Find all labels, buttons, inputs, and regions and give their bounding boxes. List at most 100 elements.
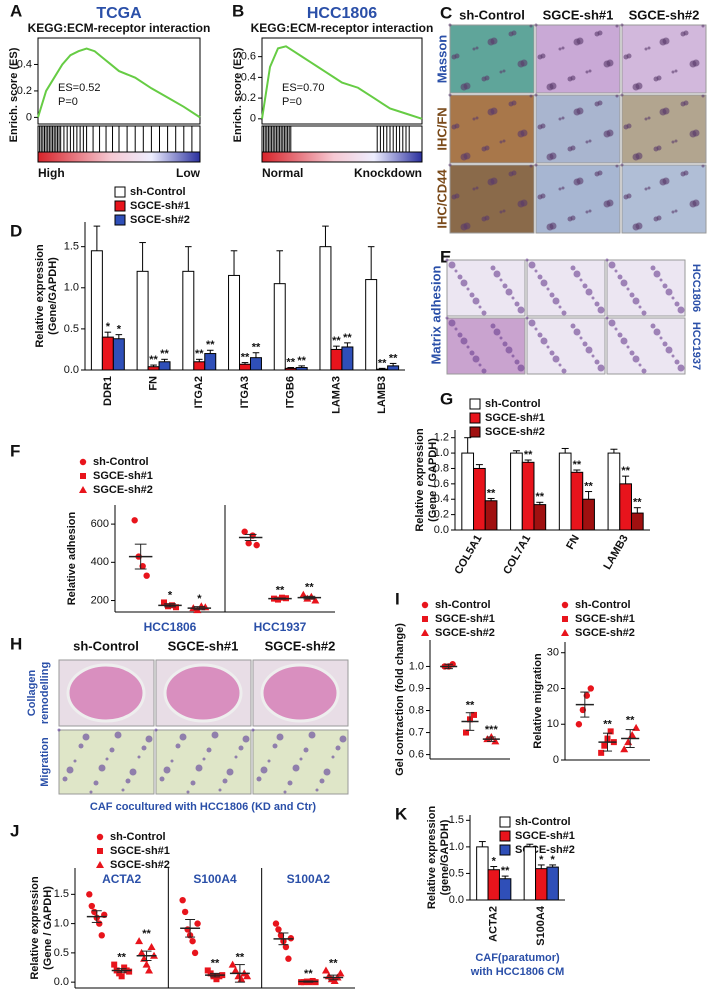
image-detail [287,780,293,786]
image-detail [490,265,496,271]
image-detail [315,788,319,792]
legend-label: sh-Control [130,186,186,198]
image-detail [186,790,190,794]
image-detail [701,94,705,98]
data-point [330,976,339,984]
bar [582,498,595,531]
image-detail [662,341,668,347]
caption: with HCC1806 CM [470,966,565,978]
y-tick-label: 10 [547,718,559,730]
y-tick-label: 0.9 [409,682,424,694]
y-tick-label: 0.0 [54,976,69,988]
image-detail [570,323,576,329]
y-tick-label: 0 [250,113,256,125]
image-detail [125,778,131,784]
significance: ** [305,582,314,594]
data-point [86,891,93,898]
image-detail [579,336,583,340]
image-detail [445,316,449,320]
image-detail [141,745,147,751]
image-detail [105,757,109,761]
bar [341,346,354,371]
bar [147,366,160,371]
significance: ** [573,459,582,471]
bar [101,336,114,371]
image-detail [674,139,678,143]
legend-label: SGCE-sh#2 [435,627,495,639]
bar [607,452,621,531]
image-detail [308,731,316,739]
image-detail [472,297,480,305]
data-point [241,528,248,535]
row-label: IHC/FN [434,107,449,150]
image-detail [549,350,555,356]
legend-label: SGCE-sh#2 [130,214,190,226]
image-detail [529,164,533,168]
significance: * [492,855,497,867]
image-detail [549,292,555,298]
image-detail [499,140,503,144]
chart-title: TCGA [96,5,142,22]
category-label: S100A4 [193,872,237,886]
legend-swatch [499,816,511,828]
image-detail [487,38,495,46]
data-point [126,968,133,975]
image-detail [114,731,122,739]
image-detail [558,187,562,191]
y-tick-label: 1.0 [449,841,464,853]
image-detail [93,780,99,786]
image [535,24,621,94]
image-detail [323,768,331,776]
image-detail [671,354,675,358]
y-tick-label: 1.2 [434,432,449,444]
bar [158,361,171,371]
image [535,164,621,234]
panel-letter: I [395,589,400,608]
bar [330,348,343,371]
image-detail [517,306,525,314]
image-detail [653,146,659,152]
data-point [607,728,614,735]
image-detail [573,270,581,278]
panel-letter: F [10,441,20,460]
legend-label: SGCE-sh#2 [110,859,170,871]
legend-label: SGCE-sh#1 [515,830,575,842]
image [535,94,621,164]
image-detail [585,346,593,354]
y-tick-label: 0.2 [434,509,449,521]
column-label: sh-Control [73,638,139,653]
legend-swatch [469,412,481,424]
image-detail [517,200,525,208]
significance: ** [621,465,630,477]
significance: ** [389,352,398,364]
data-point [237,975,246,983]
image-detail [475,186,479,190]
image-detail [570,265,576,271]
image-detail [226,768,234,776]
y-tick-label: 0.2 [241,92,256,104]
image-detail [591,354,595,358]
image-detail [647,46,651,50]
image-detail [339,735,347,743]
image-detail [629,292,635,298]
column-label: SGCE-sh#2 [629,7,700,22]
significance: ** [603,718,612,730]
image-detail [98,764,106,772]
y-tick-label: 0.6 [409,748,424,760]
y-axis-label: (Gene / GAPDH) [427,438,439,522]
legend-swatch [114,186,126,198]
image-detail [689,200,697,208]
image-detail [659,108,667,116]
image-detail [514,359,520,365]
image-detail [534,327,538,331]
image-detail [552,355,560,363]
data-point [285,955,292,962]
image-detail [650,265,656,271]
image-detail [460,337,468,345]
panel-letter: D [10,221,22,240]
image-detail [299,757,303,761]
significance: ** [241,352,250,364]
caption: CAF(paratumor) [475,952,560,964]
panel-letter: J [10,821,19,840]
image-detail [454,269,458,273]
